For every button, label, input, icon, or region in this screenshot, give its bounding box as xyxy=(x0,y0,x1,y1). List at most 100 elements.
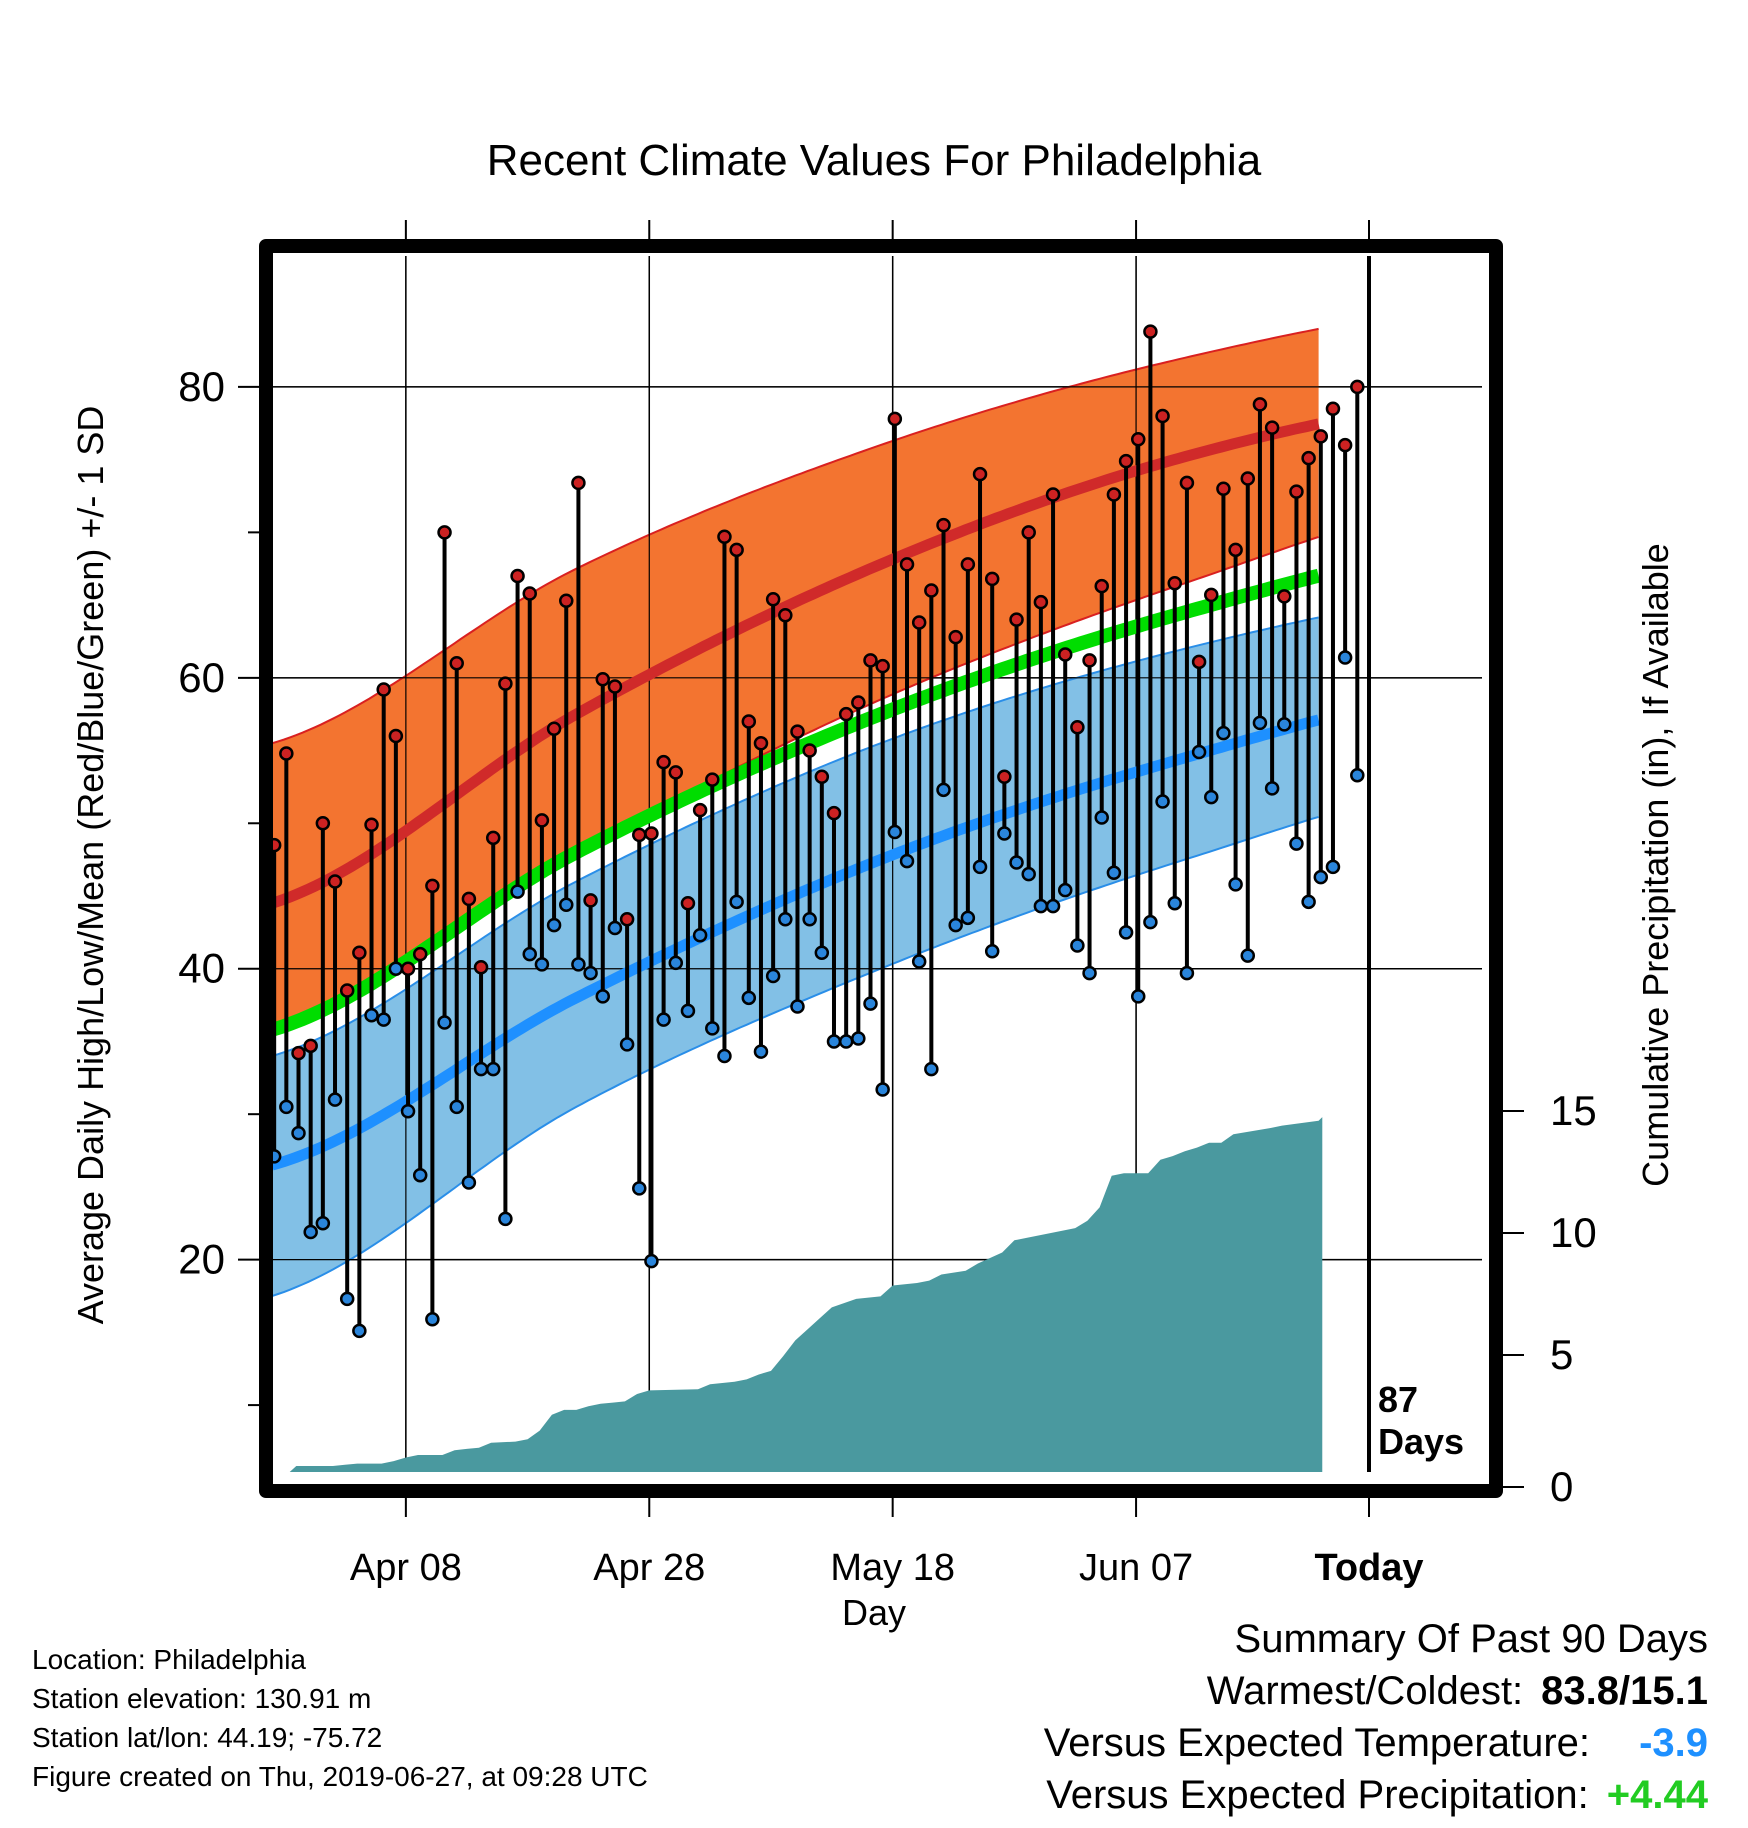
y-left-tick-label: 40 xyxy=(178,945,225,992)
low-point xyxy=(1204,789,1219,805)
low-point xyxy=(1009,855,1024,870)
high-point xyxy=(364,817,379,832)
low-point xyxy=(1252,715,1268,731)
y-right-tick-label: 15 xyxy=(1550,1087,1597,1134)
high-point xyxy=(1277,589,1292,604)
temp-label: Versus Expected Temperature: xyxy=(1043,1721,1590,1765)
low-point xyxy=(559,897,574,912)
high-point xyxy=(473,960,489,975)
low-point xyxy=(1155,794,1170,809)
low-point xyxy=(352,1323,367,1339)
chart-title: Recent Climate Values For Philadelphia xyxy=(487,136,1262,185)
high-point xyxy=(984,571,1000,587)
high-point xyxy=(1264,420,1280,435)
high-point xyxy=(339,983,355,998)
high-point xyxy=(1179,475,1195,491)
low-point xyxy=(1277,717,1292,732)
high-point xyxy=(1045,487,1061,502)
summary-title: Summary Of Past 90 Days xyxy=(1234,1617,1708,1661)
high-point xyxy=(790,724,805,739)
low-point xyxy=(425,1312,440,1327)
high-sd-band xyxy=(272,328,1319,1035)
low-mean-line xyxy=(272,714,1320,1171)
high-point xyxy=(778,608,793,623)
low-point xyxy=(984,944,1000,959)
high-point xyxy=(1118,453,1134,469)
x-tick-label: Apr 08 xyxy=(350,1547,462,1589)
high-point xyxy=(1082,653,1097,668)
high-point xyxy=(692,802,708,818)
high-point xyxy=(534,813,550,828)
elevation-text: Station elevation: 130.91 m xyxy=(32,1683,372,1714)
low-point xyxy=(765,968,781,984)
low-point xyxy=(412,1168,428,1183)
high-point xyxy=(412,946,428,962)
high-point xyxy=(887,411,903,427)
created-text: Figure created on Thu, 2019-06-27, at 09… xyxy=(32,1761,648,1792)
low-point xyxy=(1167,896,1182,911)
warm-cold-value: 83.8/15.1 xyxy=(1541,1669,1708,1713)
y-left-tick-label: 60 xyxy=(178,654,225,701)
low-point xyxy=(546,917,562,933)
warm-cold-label: Warmest/Coldest: xyxy=(1206,1669,1524,1713)
low-point xyxy=(376,1012,391,1027)
temp-value: -3.9 xyxy=(1639,1721,1708,1765)
low-point xyxy=(510,884,525,899)
high-point xyxy=(388,728,404,744)
y-right-tick-label: 10 xyxy=(1550,1209,1597,1256)
high-point xyxy=(425,878,440,894)
low-point xyxy=(802,912,817,927)
y-right-tick-label: 0 xyxy=(1550,1463,1573,1510)
low-point xyxy=(1045,898,1061,914)
high-point xyxy=(1337,437,1353,453)
high-point xyxy=(303,1038,318,1054)
low-point xyxy=(595,989,611,1004)
low-point xyxy=(778,912,793,927)
high-point xyxy=(851,695,866,710)
high-point xyxy=(1094,578,1109,594)
high-point xyxy=(826,805,842,821)
y-left-tick-label: 80 xyxy=(178,363,225,410)
low-point xyxy=(948,917,963,933)
high-point xyxy=(272,837,282,853)
low-point xyxy=(1143,914,1158,930)
high-point xyxy=(449,656,464,671)
low-point xyxy=(692,928,708,943)
low-point xyxy=(875,1082,890,1097)
high-point xyxy=(619,912,635,927)
low-point xyxy=(272,1149,282,1164)
low-point xyxy=(1057,882,1073,898)
low-point xyxy=(498,1211,513,1227)
low-point xyxy=(997,826,1012,841)
high-point xyxy=(924,583,939,598)
high-point xyxy=(559,593,574,608)
y-axis-label-right: Cumulative Precipitation (in), If Availa… xyxy=(1635,543,1676,1187)
high-point xyxy=(315,816,331,831)
low-point xyxy=(1301,894,1316,910)
precip-label: Versus Expected Precipitation: xyxy=(1046,1773,1589,1817)
high-point xyxy=(1301,450,1316,466)
high-point xyxy=(279,746,294,761)
low-point xyxy=(1118,925,1134,940)
high-point xyxy=(644,826,659,841)
low-point xyxy=(838,1034,854,1049)
high-point xyxy=(510,568,525,584)
high-point xyxy=(948,629,963,645)
plot-frame xyxy=(259,239,1503,1498)
today-days-count: 87 xyxy=(1378,1379,1418,1420)
x-axis-label: Day xyxy=(842,1592,906,1633)
low-point xyxy=(1106,865,1122,880)
high-point xyxy=(765,592,781,607)
high-point xyxy=(1252,397,1268,412)
high-point xyxy=(1033,594,1049,610)
y-right-tick-label: 5 xyxy=(1550,1331,1573,1378)
low-point xyxy=(680,1003,696,1019)
low-point xyxy=(1179,965,1195,981)
low-point xyxy=(1094,810,1109,825)
low-point xyxy=(619,1037,635,1052)
high-point xyxy=(485,830,501,846)
high-point xyxy=(753,736,769,751)
x-tick-label: Apr 28 xyxy=(593,1547,705,1589)
summary-row-temp: Versus Expected Temperature: -3.9 xyxy=(1044,1717,1708,1769)
